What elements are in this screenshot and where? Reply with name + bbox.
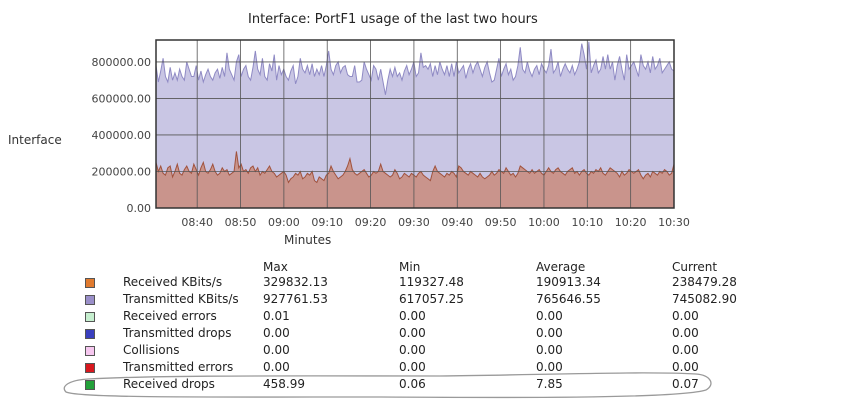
max-value: 0.00: [263, 326, 290, 340]
average-value: 7.85: [536, 377, 563, 391]
legend-swatch: [85, 346, 95, 356]
y-tick-label: 600000.00: [92, 92, 152, 105]
y-tick-label: 800000.00: [92, 56, 152, 69]
x-tick-label: 10:20: [615, 216, 647, 229]
series-label: Received errors: [123, 309, 217, 323]
current-value: 238479.28: [672, 275, 737, 289]
y-tick-label: 0.00: [127, 202, 152, 215]
max-value: 329832.13: [263, 275, 328, 289]
series-label: Transmitted drops: [123, 326, 232, 340]
series-label: Received drops: [123, 377, 215, 391]
current-value: 0.00: [672, 343, 699, 357]
legend-swatch: [85, 363, 95, 373]
usage-chart: 0.00 200000.00 400000.00 600000.00 800000.00…: [92, 39, 690, 229]
x-tick-label: 09:30: [398, 216, 430, 229]
stats-row: Collisions 0.00 0.00 0.00 0.00: [0, 343, 846, 359]
series-label: Transmitted KBits/s: [123, 292, 239, 306]
x-axis-label: Minutes: [284, 233, 332, 247]
average-value: 0.00: [536, 326, 563, 340]
y-tick-label: 200000.00: [92, 165, 152, 178]
x-tick-label: 10:00: [528, 216, 560, 229]
min-value: 119327.48: [399, 275, 464, 289]
legend-swatch: [85, 380, 95, 390]
average-value: 0.00: [536, 343, 563, 357]
x-tick-label: 10:10: [571, 216, 603, 229]
legend-swatch: [85, 278, 95, 288]
x-tick-label: 09:10: [311, 216, 343, 229]
stats-row: Transmitted errors 0.00 0.00 0.00 0.00: [0, 360, 846, 376]
max-value: 0.01: [263, 309, 290, 323]
min-value: 0.00: [399, 360, 426, 374]
series-area: [156, 151, 674, 208]
legend-swatch: [85, 329, 95, 339]
min-value: 0.06: [399, 377, 426, 391]
min-value: 0.00: [399, 309, 426, 323]
current-value: 745082.90: [672, 292, 737, 306]
min-value: 0.00: [399, 343, 426, 357]
stats-row: Received drops 458.99 0.06 7.85 0.07: [0, 377, 846, 393]
max-value: 0.00: [263, 360, 290, 374]
average-value: 0.00: [536, 309, 563, 323]
current-value: 0.00: [672, 326, 699, 340]
x-tick-label: 10:30: [658, 216, 690, 229]
average-value: 0.00: [536, 360, 563, 374]
x-tick-label: 08:50: [225, 216, 257, 229]
min-value: 0.00: [399, 326, 426, 340]
current-value: 0.07: [672, 377, 699, 391]
y-tick-label: 400000.00: [92, 129, 152, 142]
stats-row: Transmitted KBits/s 927761.53 617057.25 765…: [0, 292, 846, 308]
stats-table: Max Min Average Current Received KBits/s…: [0, 258, 846, 398]
series-label: Collisions: [123, 343, 180, 357]
header-max: Max: [263, 260, 288, 274]
stats-row: Received KBits/s 329832.13 119327.48 190913…: [0, 275, 846, 291]
series-label: Received KBits/s: [123, 275, 223, 289]
max-value: 458.99: [263, 377, 305, 391]
x-tick-label: 09:40: [441, 216, 473, 229]
legend-swatch: [85, 295, 95, 305]
side-label: Interface: [8, 133, 62, 147]
x-tick-label: 09:50: [485, 216, 517, 229]
series-area: [156, 41, 674, 208]
min-value: 617057.25: [399, 292, 464, 306]
current-value: 0.00: [672, 360, 699, 374]
x-tick-label: 08:40: [181, 216, 213, 229]
x-tick-label: 09:20: [355, 216, 387, 229]
series-label: Transmitted errors: [123, 360, 234, 374]
header-current: Current: [672, 260, 718, 274]
legend-swatch: [85, 312, 95, 322]
current-value: 0.00: [672, 309, 699, 323]
chart-title: Interface: PortF1 usage of the last two …: [248, 12, 538, 27]
average-value: 765646.55: [536, 292, 601, 306]
header-min: Min: [399, 260, 421, 274]
stats-row: Transmitted drops 0.00 0.00 0.00 0.00: [0, 326, 846, 342]
max-value: 0.00: [263, 343, 290, 357]
header-average: Average: [536, 260, 586, 274]
average-value: 190913.34: [536, 275, 601, 289]
stats-row: Received errors 0.01 0.00 0.00 0.00: [0, 309, 846, 325]
x-tick-label: 09:00: [268, 216, 300, 229]
plot-border: [155, 39, 675, 209]
max-value: 927761.53: [263, 292, 328, 306]
